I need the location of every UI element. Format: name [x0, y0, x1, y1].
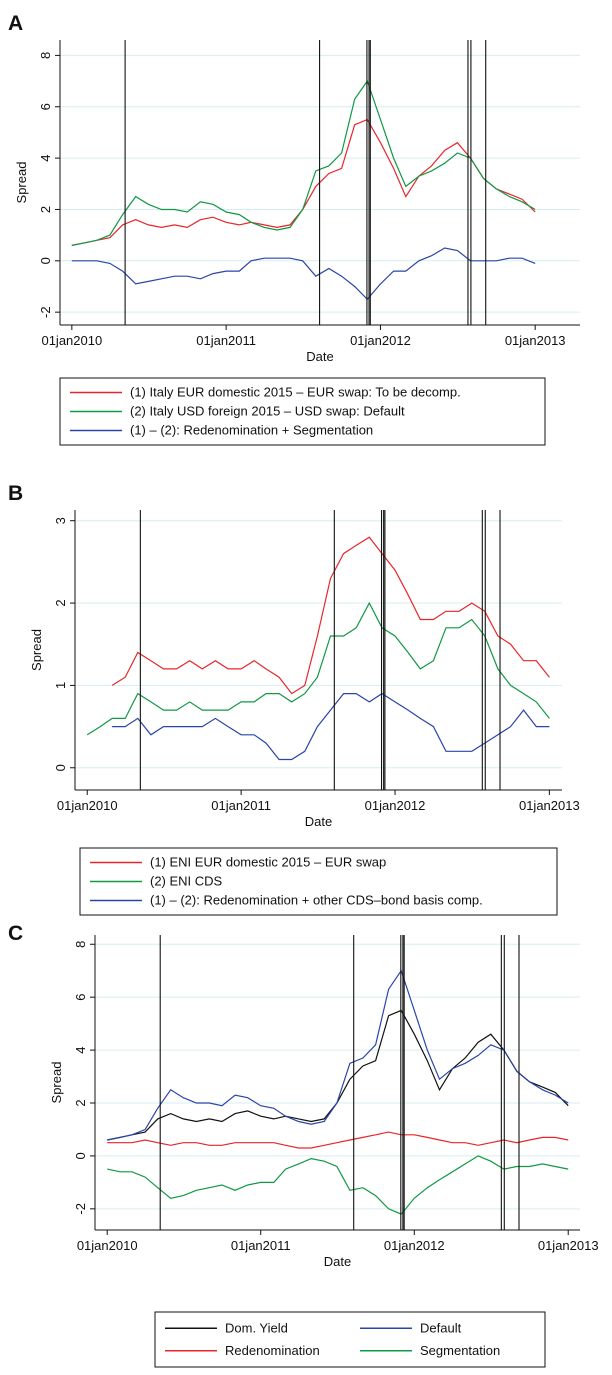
x-tick-label: 01jan2013 — [538, 1238, 599, 1253]
legend-label: (1) – (2): Redenomination + other CDS–bo… — [150, 893, 483, 908]
legend-label: (1) Italy EUR domestic 2015 – EUR swap: … — [130, 385, 461, 400]
legend-label: (1) ENI EUR domestic 2015 – EUR swap — [150, 855, 386, 870]
x-axis-title: Date — [324, 1254, 351, 1269]
legend-box — [59, 377, 546, 446]
y-tick-label: 3 — [53, 517, 68, 524]
y-tick-label: 8 — [38, 52, 53, 59]
legend-label: (1) – (2): Redenomination + Segmentation — [130, 423, 373, 438]
y-tick-label: -2 — [73, 1203, 88, 1215]
x-tick-label: 01jan2013 — [519, 798, 580, 813]
y-tick-label: 0 — [53, 764, 68, 771]
panel-label: B — [8, 482, 23, 505]
y-tick-label: 2 — [73, 1099, 88, 1106]
x-tick-label: 01jan2013 — [505, 333, 566, 348]
legend-label: (2) Italy USD foreign 2015 – USD swap: D… — [130, 404, 405, 419]
x-tick-label: 01jan2012 — [384, 1238, 445, 1253]
series-line — [107, 1131, 569, 1149]
y-tick-label: 6 — [38, 103, 53, 110]
y-tick-label: 2 — [53, 599, 68, 606]
x-tick-label: 01jan2011 — [196, 333, 256, 348]
x-tick-label: 01jan2012 — [365, 798, 426, 813]
y-tick-label: 6 — [73, 994, 88, 1001]
legend-label: Dom. Yield — [225, 1320, 288, 1335]
panel-label: C — [8, 922, 23, 945]
y-tick-label: 0 — [73, 1152, 88, 1159]
legend-label: Segmentation — [420, 1343, 500, 1358]
y-tick-label: 0 — [38, 257, 53, 264]
series-line — [71, 118, 536, 246]
x-tick-label: 01jan2010 — [57, 798, 118, 813]
series-line — [71, 247, 536, 301]
x-axis-title: Date — [306, 349, 333, 364]
y-tick-label: 1 — [53, 682, 68, 689]
legend-label: Redenomination — [225, 1343, 320, 1358]
y-tick-label: 2 — [38, 206, 53, 213]
y-axis-title: Spread — [29, 629, 44, 671]
y-tick-label: -2 — [38, 306, 53, 318]
series-line — [111, 536, 550, 695]
series-line — [112, 692, 550, 761]
legend-label: Default — [420, 1320, 462, 1335]
y-axis-title: Spread — [49, 1062, 64, 1104]
legend-box — [79, 847, 558, 916]
series-line — [86, 601, 550, 736]
series-line — [71, 79, 536, 246]
panel-label: A — [8, 12, 23, 35]
y-tick-label: 4 — [73, 1046, 88, 1053]
y-axis-title: Spread — [14, 162, 29, 204]
series-line — [107, 1155, 569, 1215]
y-tick-label: 8 — [73, 941, 88, 948]
legend-label: (2) ENI CDS — [150, 874, 223, 889]
x-tick-label: 01jan2012 — [350, 333, 411, 348]
legend-box — [154, 1311, 546, 1368]
x-tick-label: 01jan2010 — [41, 333, 102, 348]
series-line — [107, 969, 569, 1141]
x-tick-label: 01jan2011 — [231, 1238, 291, 1253]
y-tick-label: 4 — [38, 154, 53, 161]
x-tick-label: 01jan2011 — [211, 798, 271, 813]
series-line — [107, 1009, 569, 1141]
x-tick-label: 01jan2010 — [77, 1238, 138, 1253]
x-axis-title: Date — [305, 814, 332, 829]
